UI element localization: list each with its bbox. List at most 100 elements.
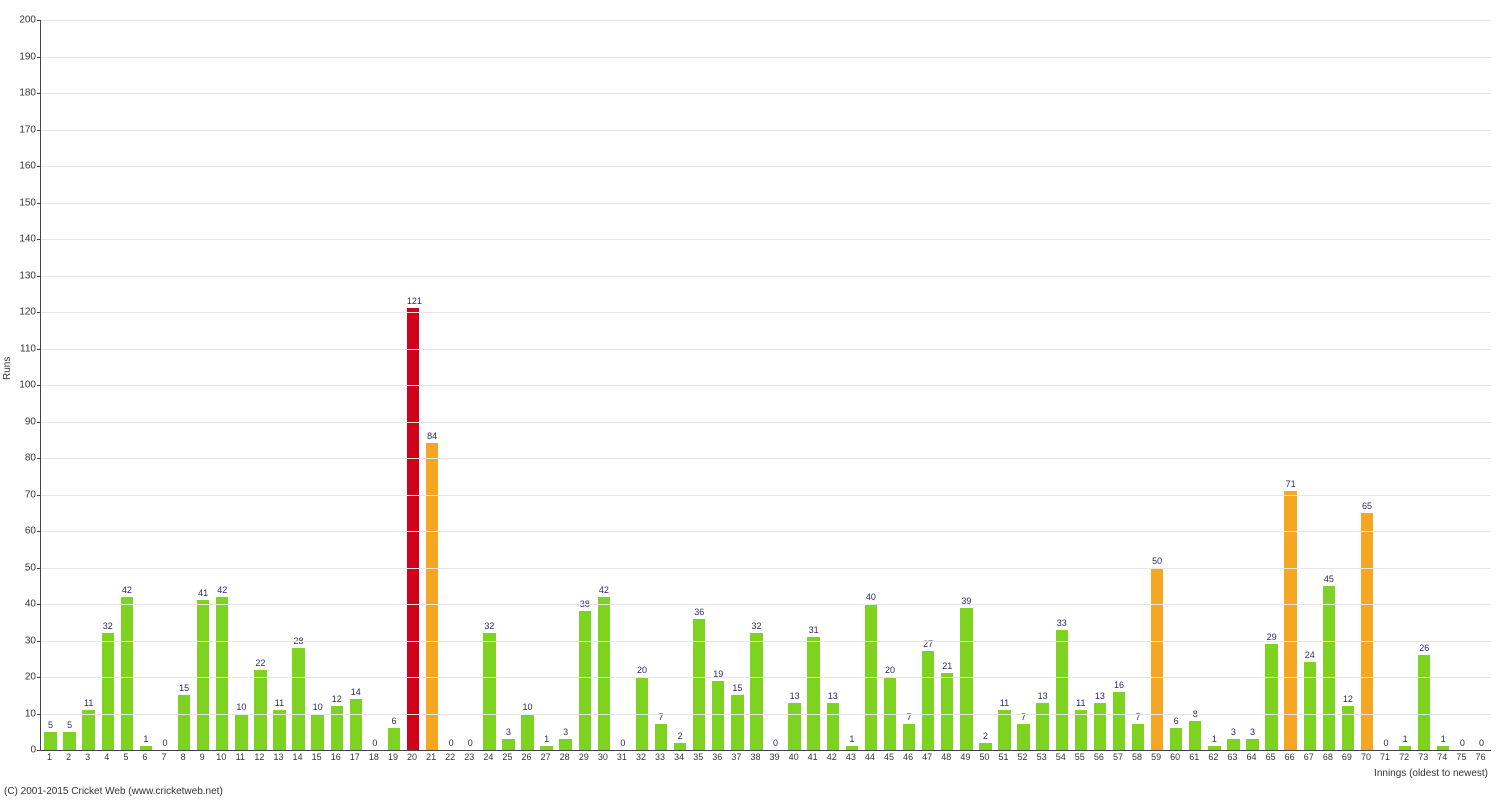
xtick-label: 59 [1151, 752, 1161, 762]
bar-value-label: 11 [998, 698, 1010, 708]
bar-value-label: 6 [1170, 716, 1182, 726]
bar: 3 [559, 739, 571, 750]
y-axis-title: Runs [2, 357, 13, 380]
ytick-label: 90 [4, 416, 36, 427]
bar: 3 [502, 739, 514, 750]
xtick-label: 74 [1437, 752, 1447, 762]
ytick-label: 160 [4, 161, 36, 172]
bar-value-label: 1 [1399, 734, 1411, 744]
bar: 1 [540, 746, 552, 750]
bar-value-label: 10 [521, 702, 533, 712]
bar: 27 [922, 651, 934, 750]
bar: 3 [1227, 739, 1239, 750]
bar: 29 [1265, 644, 1277, 750]
bar-value-label: 15 [178, 683, 190, 693]
ytick-mark [37, 276, 40, 277]
xtick-label: 51 [998, 752, 1008, 762]
bar: 31 [807, 637, 819, 750]
xtick-label: 43 [846, 752, 856, 762]
bar-value-label: 13 [1036, 691, 1048, 701]
bar: 6 [1170, 728, 1182, 750]
xtick-label: 26 [521, 752, 531, 762]
bar: 38 [579, 611, 591, 750]
bar: 2 [979, 743, 991, 750]
bar: 1 [1208, 746, 1220, 750]
bar: 121 [407, 308, 419, 750]
bar: 11 [273, 710, 285, 750]
xtick-label: 19 [388, 752, 398, 762]
bar-value-label: 2 [674, 731, 686, 741]
ytick-label: 190 [4, 51, 36, 62]
bar: 13 [827, 703, 839, 750]
xtick-label: 9 [200, 752, 205, 762]
bar: 16 [1113, 692, 1125, 750]
ytick-label: 40 [4, 599, 36, 610]
xtick-label: 33 [655, 752, 665, 762]
bar: 1 [1437, 746, 1449, 750]
bar: 50 [1151, 568, 1163, 751]
gridline [41, 677, 1491, 678]
bar: 11 [1075, 710, 1087, 750]
bar-value-label: 84 [426, 431, 438, 441]
xtick-label: 53 [1037, 752, 1047, 762]
xtick-label: 34 [674, 752, 684, 762]
ytick-mark [37, 714, 40, 715]
xtick-label: 52 [1018, 752, 1028, 762]
bar: 10 [235, 714, 247, 751]
xtick-label: 25 [502, 752, 512, 762]
xtick-label: 50 [979, 752, 989, 762]
gridline [41, 385, 1491, 386]
xtick-label: 31 [617, 752, 627, 762]
gridline [41, 93, 1491, 94]
xtick-label: 37 [731, 752, 741, 762]
copyright-text: (C) 2001-2015 Cricket Web (www.cricketwe… [4, 786, 223, 797]
gridline [41, 641, 1491, 642]
bar-value-label: 11 [1075, 698, 1087, 708]
bar-value-label: 22 [254, 658, 266, 668]
xtick-label: 32 [636, 752, 646, 762]
ytick-label: 200 [4, 15, 36, 26]
bar: 7 [1132, 724, 1144, 750]
xtick-label: 27 [541, 752, 551, 762]
bar-value-label: 13 [788, 691, 800, 701]
ytick-label: 180 [4, 88, 36, 99]
xtick-label: 67 [1304, 752, 1314, 762]
bar-value-label: 33 [1056, 618, 1068, 628]
xtick-label: 23 [464, 752, 474, 762]
xtick-label: 75 [1456, 752, 1466, 762]
xtick-label: 72 [1399, 752, 1409, 762]
bar-value-label: 3 [1246, 727, 1258, 737]
ytick-label: 60 [4, 526, 36, 537]
bar-value-label: 10 [311, 702, 323, 712]
bar-value-label: 0 [464, 738, 476, 748]
bar-value-label: 0 [617, 738, 629, 748]
xtick-label: 63 [1227, 752, 1237, 762]
xtick-label: 3 [85, 752, 90, 762]
bar: 5 [44, 732, 56, 750]
bar-value-label: 1 [540, 734, 552, 744]
xtick-label: 47 [922, 752, 932, 762]
gridline [41, 203, 1491, 204]
bar-value-label: 32 [102, 621, 114, 631]
x-axis-title: Innings (oldest to newest) [1374, 768, 1488, 779]
xtick-label: 4 [104, 752, 109, 762]
bar-value-label: 11 [82, 698, 94, 708]
bar-value-label: 36 [693, 607, 705, 617]
bar-value-label: 2 [979, 731, 991, 741]
bar: 14 [350, 699, 362, 750]
xtick-label: 41 [808, 752, 818, 762]
gridline [41, 531, 1491, 532]
ytick-mark [37, 531, 40, 532]
gridline [41, 422, 1491, 423]
ytick-mark [37, 203, 40, 204]
xtick-label: 62 [1208, 752, 1218, 762]
xtick-label: 30 [598, 752, 608, 762]
bar-value-label: 24 [1304, 650, 1316, 660]
bar: 42 [121, 597, 133, 750]
ytick-mark [37, 458, 40, 459]
ytick-mark [37, 750, 40, 751]
bar-value-label: 11 [273, 698, 285, 708]
bar: 1 [140, 746, 152, 750]
ytick-mark [37, 495, 40, 496]
ytick-label: 0 [4, 745, 36, 756]
